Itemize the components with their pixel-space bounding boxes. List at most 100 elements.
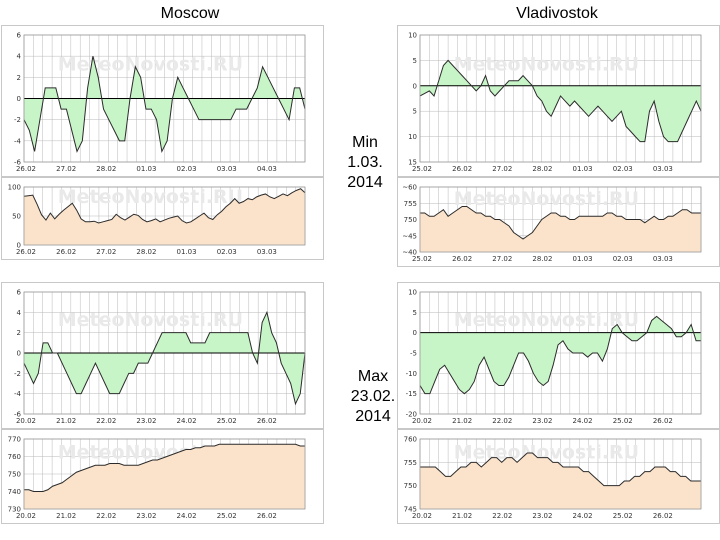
- x-tick-label: 28.02: [532, 165, 552, 173]
- moscow-max-pressure-chart: MeteoNovosti.RU 770 760 750 740 730 20.02 21.02…: [1, 429, 324, 524]
- plot-frame: [419, 438, 702, 510]
- plot-frame: [419, 291, 702, 415]
- y-tick-label: 5: [413, 108, 417, 116]
- x-tick-label: 22.02: [96, 512, 116, 520]
- vladivostok-min-pressure-chart: MeteoNovosti.RU ~60 755 750 ~45 ~40 25.02 26.02…: [397, 177, 720, 267]
- x-tick-label: 26.02: [16, 165, 36, 173]
- x-tick-label: 23.02: [136, 512, 156, 520]
- y-tick-label: 770: [8, 436, 21, 444]
- series-area: [420, 60, 701, 142]
- y-tick-label: -4: [14, 390, 22, 398]
- watermark-text: MeteoNovosti.RU: [58, 186, 243, 208]
- y-tick-label: 730: [8, 506, 21, 514]
- vladivostok-max-temp-chart: MeteoNovosti.RU 10 5 0 -5 -10 -15 -20 20.02 21.02…: [397, 282, 720, 429]
- x-tick-label: 27.02: [492, 165, 512, 173]
- y-tick-label: -6: [14, 159, 22, 167]
- min-label-line-1: Min: [352, 134, 378, 151]
- x-tick-label: 22.02: [96, 417, 116, 425]
- y-tick-label: -10: [406, 370, 417, 378]
- x-tick-label: 21.02: [452, 417, 472, 425]
- x-tick-label: 21.02: [56, 512, 76, 520]
- y-tick-label: 10: [408, 32, 417, 40]
- moscow-max-temp-svg: MeteoNovosti.RU 6 4 2 0 -2 -4 -620.02 21.02 22.02…: [14, 289, 306, 425]
- y-tick-label: 5: [413, 309, 417, 317]
- y-tick-label: 4: [17, 53, 22, 61]
- x-tick-label: 25.02: [412, 255, 432, 263]
- plot-frame: [419, 186, 702, 253]
- max-date-label: Max 23.02. 2014: [338, 367, 408, 427]
- x-tick-label: 26.02: [16, 248, 36, 256]
- y-tick-label: 750: [8, 471, 21, 479]
- series-line: [23, 56, 306, 154]
- moscow-max-temp-chart: MeteoNovosti.RU 6 4 2 0 -2 -4 -6 20.02 21.02 22.02…: [1, 282, 324, 429]
- plot-frame: [23, 186, 306, 246]
- series-line: [419, 59, 702, 143]
- watermark-text: MeteoNovosti.RU: [454, 442, 639, 464]
- y-tick-label: ~40: [402, 249, 417, 257]
- plot-frame: [23, 291, 306, 415]
- y-tick-label: -6: [14, 411, 22, 419]
- x-tick-label: 02.03: [217, 248, 237, 256]
- x-tick-label: 25.02: [217, 417, 237, 425]
- x-tick-label: 01.03: [177, 248, 197, 256]
- min-label-line-3: 2014: [347, 174, 383, 191]
- y-tick-label: 0: [413, 82, 417, 90]
- x-tick-label: 03.03: [653, 165, 673, 173]
- x-tick-label: 20.02: [412, 417, 432, 425]
- max-label-line-1: Max: [357, 368, 389, 385]
- y-tick-label: ~45: [402, 232, 417, 240]
- y-tick-label: 0: [17, 242, 21, 250]
- max-label-line-3: 2014: [355, 408, 391, 425]
- x-tick-label: 23.02: [532, 512, 552, 520]
- series-line: [23, 188, 306, 224]
- y-tick-label: -2: [14, 116, 21, 124]
- watermark-text: MeteoNovosti.RU: [58, 54, 243, 76]
- watermark-text: MeteoNovosti.RU: [454, 309, 639, 331]
- max-label-line-2: 23.02.: [350, 388, 396, 405]
- x-tick-label: 26.02: [257, 417, 277, 425]
- x-tick-label: 01.03: [573, 165, 593, 173]
- x-tick-label: 01.03: [573, 255, 593, 263]
- series-area: [24, 188, 305, 245]
- x-tick-label: 28.02: [96, 165, 116, 173]
- x-tick-label: 03.03: [217, 165, 237, 173]
- x-tick-label: 20.02: [16, 417, 36, 425]
- y-tick-label: 0: [413, 329, 417, 337]
- series-line: [24, 443, 305, 492]
- x-tick-label: 26.02: [653, 512, 673, 520]
- series-line: [420, 452, 701, 487]
- x-tick-label: 21.02: [56, 417, 76, 425]
- x-tick-label: 02.03: [613, 165, 633, 173]
- x-tick-label: 03.03: [257, 248, 277, 256]
- y-tick-label: 100: [8, 184, 21, 192]
- plot-frame: [419, 34, 702, 163]
- series-line: [420, 206, 701, 240]
- x-tick-label: 20.02: [16, 512, 36, 520]
- y-tick-label: 10: [408, 133, 417, 141]
- x-tick-label: 27.02: [56, 165, 76, 173]
- plot-frame: [23, 34, 306, 163]
- x-tick-label: 23.02: [136, 417, 156, 425]
- y-tick-label: 15: [408, 159, 417, 167]
- series-area: [24, 56, 305, 152]
- x-tick-label: 26.02: [452, 255, 472, 263]
- y-tick-label: 745: [404, 506, 417, 514]
- x-tick-label: 21.02: [452, 512, 472, 520]
- moscow-min-pressure-chart: MeteoNovosti.RU 100 50 0 26.02 26.02 27.02 28.0…: [1, 177, 324, 260]
- x-tick-label: 20.02: [412, 512, 432, 520]
- watermark-text: MeteoNovosti.RU: [454, 188, 639, 210]
- series-area: [420, 453, 701, 509]
- x-tick-label: 24.02: [177, 512, 197, 520]
- y-tick-label: 760: [404, 436, 417, 444]
- y-tick-label: -2: [14, 370, 21, 378]
- series-area: [420, 316, 701, 394]
- x-tick-label: 24.02: [573, 512, 593, 520]
- y-tick-label: -4: [14, 137, 22, 145]
- y-tick-label: 4: [17, 309, 22, 317]
- x-tick-label: 26.02: [56, 248, 76, 256]
- series-line: [23, 310, 306, 406]
